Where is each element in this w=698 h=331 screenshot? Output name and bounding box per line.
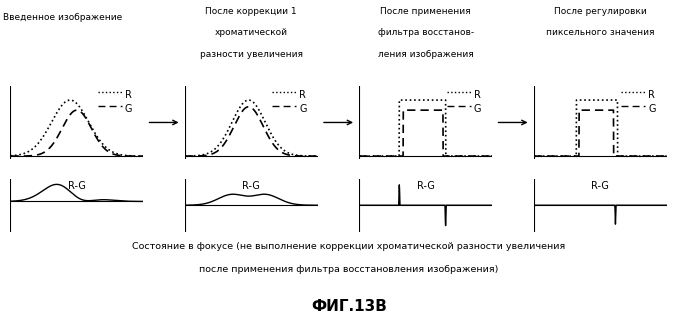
Text: R: R [124, 90, 131, 100]
Text: Состояние в фокусе (не выполнение коррекции хроматической разности увеличения: Состояние в фокусе (не выполнение коррек… [133, 242, 565, 251]
Text: после применения фильтра восстановления изображения): после применения фильтра восстановления … [200, 265, 498, 274]
Text: пиксельного значения: пиксельного значения [546, 28, 655, 37]
Text: R: R [473, 90, 480, 100]
Text: G: G [473, 104, 481, 114]
Text: ФИГ.13В: ФИГ.13В [311, 300, 387, 314]
Text: R: R [299, 90, 306, 100]
Text: R-G: R-G [242, 181, 260, 191]
Text: R-G: R-G [591, 181, 609, 191]
Text: ления изображения: ления изображения [378, 50, 474, 59]
Text: После регулировки: После регулировки [554, 7, 646, 16]
Text: G: G [648, 104, 655, 114]
Text: R: R [648, 90, 655, 100]
Text: хроматической: хроматической [215, 28, 288, 37]
Text: G: G [124, 104, 132, 114]
Text: Введенное изображение: Введенное изображение [3, 13, 123, 22]
Text: После коррекции 1: После коррекции 1 [205, 7, 297, 16]
Text: G: G [299, 104, 306, 114]
Text: R-G: R-G [417, 181, 435, 191]
Text: фильтра восстанов-: фильтра восстанов- [378, 28, 474, 37]
Text: После применения: После применения [380, 7, 471, 16]
Text: R-G: R-G [68, 181, 86, 191]
Text: разности увеличения: разности увеличения [200, 50, 303, 59]
